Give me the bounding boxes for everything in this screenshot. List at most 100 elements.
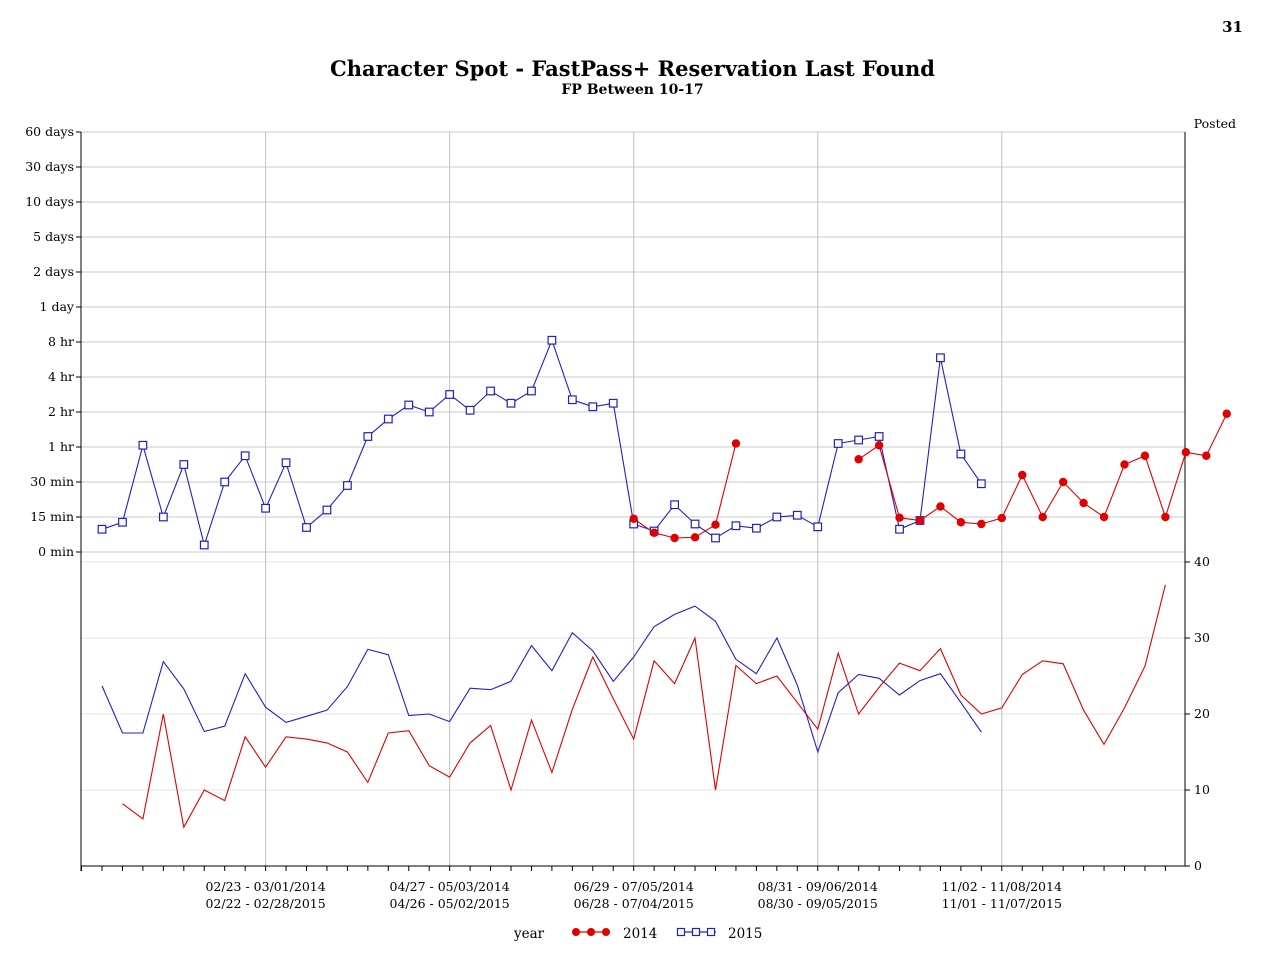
data-point-2015: [690, 519, 700, 529]
data-point-2014: [936, 502, 945, 511]
y-tick-label-bottom: 10: [1194, 782, 1210, 797]
data-point-2015: [404, 400, 414, 410]
data-point-2014: [1099, 512, 1109, 522]
data-point-2015: [731, 521, 741, 531]
legend: year 2014 2015: [0, 924, 1265, 946]
x-tick-label-2014: 08/31 - 09/06/2014: [758, 879, 878, 894]
y-tick-label-top: 2 hr: [48, 404, 74, 419]
data-point-2015: [240, 451, 250, 461]
series-line-bottom-2014: [122, 584, 1166, 829]
data-point-2014: [649, 528, 659, 537]
y-tick-label-top: 0 min: [38, 544, 74, 559]
y-tick-label-top: 4 hr: [48, 369, 74, 384]
data-point-2015: [874, 432, 884, 441]
data-point-2015: [567, 395, 577, 405]
chart-title: Character Spot - FastPass+ Reservation L…: [330, 56, 935, 81]
page-number: 31: [1222, 18, 1243, 36]
data-point-2014: [1140, 451, 1150, 460]
data-point-2015: [302, 523, 311, 532]
data-point-2015: [895, 524, 904, 534]
data-point-2014: [1058, 477, 1068, 487]
data-point-2015: [527, 386, 536, 396]
data-point-2014: [895, 513, 904, 522]
data-point-2015: [261, 503, 270, 513]
x-tick-label-2015: 04/26 - 05/02/2015: [390, 896, 510, 911]
data-point-2015: [445, 390, 455, 399]
x-tick-label-2014: 04/27 - 05/03/2014: [390, 879, 510, 894]
data-point-2015: [854, 435, 864, 445]
data-point-2014: [915, 516, 925, 525]
data-point-2015: [424, 407, 434, 417]
legend-marker-2014: [572, 928, 610, 936]
x-tick-label-2015: 06/28 - 07/04/2015: [574, 896, 694, 911]
data-point-2014: [854, 455, 863, 464]
data-point-2014: [977, 519, 986, 529]
data-point-2015: [281, 458, 291, 468]
data-point-2015: [486, 386, 495, 396]
y-tick-label-bottom: 20: [1194, 706, 1210, 721]
series-line-top-2015: [101, 338, 982, 547]
data-point-2014: [1181, 448, 1191, 457]
x-tick-label-2014: 06/29 - 07/05/2014: [574, 879, 694, 894]
data-point-2015: [936, 353, 945, 363]
y-tick-label-top: 1 hr: [48, 439, 74, 454]
data-point-2015: [608, 398, 618, 408]
data-point-2014: [690, 533, 700, 542]
data-point-2015: [506, 398, 516, 408]
data-point-2015: [118, 517, 127, 527]
data-point-2015: [363, 432, 373, 441]
y-tick-label-bottom: 40: [1194, 554, 1210, 569]
y-tick-label-top: 60 days: [25, 124, 74, 139]
data-point-2015: [833, 439, 843, 448]
legend-marker-2015: [676, 927, 716, 937]
data-point-2014: [1202, 451, 1211, 460]
series-line-bottom-2015: [101, 605, 982, 754]
data-point-2014: [997, 513, 1006, 523]
x-tick-label-2014: 02/23 - 03/01/2014: [205, 879, 325, 894]
data-point-2015: [976, 479, 986, 489]
data-point-2014: [1018, 470, 1027, 480]
y-tick-label-top: 30 min: [30, 474, 74, 489]
chart-subtitle: FP Between 10-17: [561, 82, 704, 98]
data-point-2015: [751, 523, 761, 533]
y-tick-label-top: 2 days: [33, 264, 74, 279]
data-point-2015: [179, 460, 189, 469]
data-point-2015: [670, 500, 679, 510]
data-point-2015: [383, 414, 393, 424]
legend-label-2015: 2015: [728, 926, 763, 942]
data-point-2015: [588, 402, 598, 412]
data-point-2015: [956, 449, 966, 459]
data-point-2015: [199, 540, 209, 550]
data-point-2015: [220, 477, 230, 487]
data-point-2015: [813, 522, 823, 532]
y-tick-label-bottom: 0: [1194, 858, 1202, 873]
y-tick-label-top: 30 days: [25, 159, 74, 174]
data-point-2015: [138, 440, 148, 450]
y-tick-label-top: 5 days: [33, 229, 74, 244]
data-point-2015: [158, 512, 168, 522]
y-tick-label-top: 15 min: [30, 509, 74, 524]
data-point-2014: [1120, 460, 1129, 469]
data-point-2015: [792, 510, 802, 520]
data-point-2014: [1079, 498, 1088, 508]
legend-label-2014: 2014: [623, 926, 658, 942]
y-axis-label-posted: Posted: [1194, 116, 1236, 131]
data-point-2014: [670, 533, 679, 543]
data-point-2014: [956, 518, 966, 527]
legend-title: year: [514, 926, 545, 942]
data-point-2014: [731, 439, 741, 448]
data-point-2014: [1038, 512, 1047, 522]
series-line-top-2014: [633, 443, 737, 539]
data-point-2015: [322, 505, 332, 515]
data-point-2015: [343, 481, 352, 490]
x-tick-label-2015: 02/22 - 02/28/2015: [205, 896, 325, 911]
y-tick-label-top: 1 day: [40, 299, 75, 314]
data-point-2015: [97, 524, 107, 534]
x-tick-label-2014: 11/02 - 11/08/2014: [942, 879, 1062, 894]
data-point-2015: [772, 512, 782, 522]
data-point-2014: [711, 520, 720, 529]
y-tick-label-top: 10 days: [25, 194, 74, 209]
series-line-top-2014: [858, 413, 1228, 525]
data-point-2015: [711, 533, 720, 543]
